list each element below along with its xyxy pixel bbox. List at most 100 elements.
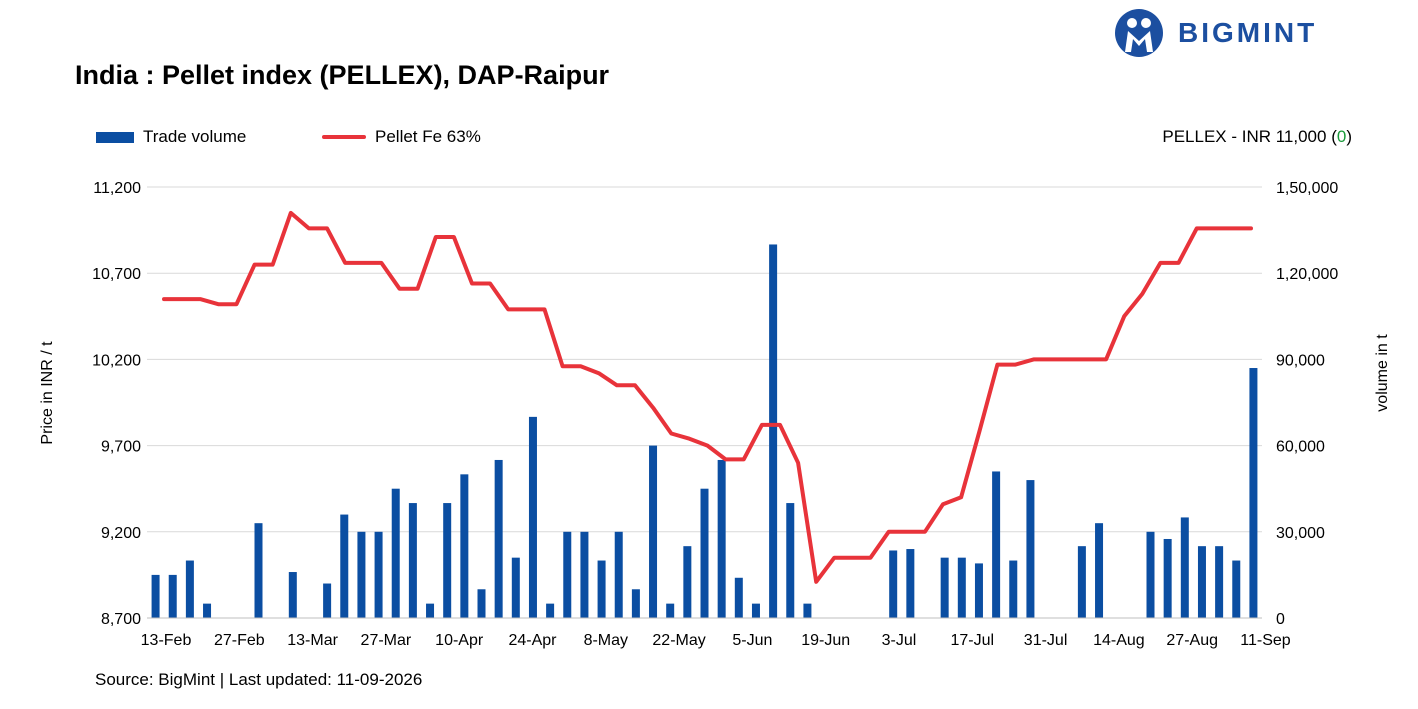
volume-bar bbox=[151, 574, 160, 618]
volume-bar bbox=[1077, 546, 1086, 618]
volume-bar bbox=[580, 531, 589, 618]
volume-bar bbox=[408, 503, 417, 618]
y-left-tick-label: 9,200 bbox=[101, 525, 141, 542]
x-tick-label: 5-Jun bbox=[732, 632, 772, 649]
y-left-tick-label: 11,200 bbox=[93, 180, 141, 197]
volume-bar bbox=[340, 514, 349, 618]
volume-bar bbox=[597, 560, 606, 618]
y-right-tick-label: 1,20,000 bbox=[1276, 266, 1338, 283]
y-left-tick-label: 8,700 bbox=[101, 611, 141, 628]
volume-bar bbox=[889, 550, 898, 618]
price-line bbox=[162, 210, 1253, 584]
volume-bar bbox=[323, 583, 332, 618]
legend-label-pellet: Pellet Fe 63% bbox=[375, 127, 481, 146]
x-tick-label: 11-Sep bbox=[1240, 632, 1291, 649]
legend-item-trade-volume: Trade volume bbox=[96, 127, 246, 147]
volume-bar bbox=[288, 572, 297, 618]
volume-bar bbox=[1009, 560, 1018, 618]
volume-bar bbox=[992, 471, 1001, 618]
y-left-tick-label: 10,700 bbox=[92, 266, 141, 283]
volume-bar bbox=[168, 574, 177, 618]
pellex-change: 0 bbox=[1336, 127, 1347, 146]
volume-bar bbox=[494, 459, 503, 618]
x-tick-label: 22-May bbox=[652, 632, 705, 649]
volume-bar bbox=[357, 531, 366, 618]
y-right-tick-label: 0 bbox=[1276, 611, 1285, 628]
volume-bar bbox=[1026, 480, 1035, 618]
source-note: Source: BigMint | Last updated: 11-09-20… bbox=[95, 670, 423, 689]
pellex-prefix: PELLEX - INR 11,000 ( bbox=[1162, 127, 1337, 146]
x-tick-label: 24-Apr bbox=[508, 632, 557, 649]
volume-bar bbox=[751, 603, 760, 618]
volume-bar bbox=[803, 603, 812, 618]
volume-bar bbox=[649, 445, 658, 618]
legend-bar-swatch bbox=[96, 131, 134, 143]
volume-bar bbox=[254, 523, 263, 618]
bigmint-logo: BIGMINT bbox=[1114, 8, 1317, 58]
x-tick-label: 13-Mar bbox=[287, 632, 338, 649]
volume-bar bbox=[1249, 368, 1258, 618]
y-left-tick-label: 9,700 bbox=[101, 439, 141, 456]
bigmint-logo-icon bbox=[1115, 9, 1163, 57]
volume-bar bbox=[734, 577, 743, 618]
volume-bar bbox=[426, 603, 435, 618]
brand-name: BIGMINT bbox=[1178, 17, 1318, 48]
volume-bar bbox=[614, 531, 623, 618]
volume-bar bbox=[546, 603, 555, 618]
x-tick-label: 3-Jul bbox=[882, 632, 917, 649]
volume-bar bbox=[940, 557, 949, 618]
x-tick-label: 27-Aug bbox=[1166, 632, 1218, 649]
volume-bar bbox=[666, 603, 675, 618]
volume-bar bbox=[1215, 546, 1224, 618]
y-right-tick-label: 30,000 bbox=[1276, 525, 1325, 542]
axes: 8,700 9,200 9,700 10,200 10,700 11,200 0 30,000… bbox=[92, 180, 1338, 649]
volume-bar bbox=[443, 503, 452, 618]
volume-bar bbox=[717, 459, 726, 618]
volume-bar bbox=[374, 531, 383, 618]
volume-bar bbox=[769, 244, 778, 618]
volume-bar bbox=[460, 474, 469, 618]
volume-bar bbox=[906, 549, 915, 618]
volume-bar bbox=[203, 603, 212, 618]
y-left-tick-label: 10,200 bbox=[92, 352, 141, 369]
y-axis-label-right: volume in t bbox=[1374, 334, 1391, 412]
volume-bar bbox=[1197, 546, 1206, 618]
volume-bar bbox=[786, 503, 795, 618]
x-tick-label: 27-Mar bbox=[361, 632, 412, 649]
x-tick-label: 14-Aug bbox=[1093, 632, 1145, 649]
y-right-tick-label: 90,000 bbox=[1276, 352, 1325, 369]
x-tick-label: 17-Jul bbox=[951, 632, 995, 649]
volume-bar bbox=[1146, 531, 1155, 618]
legend-item-pellet: Pellet Fe 63% bbox=[322, 127, 481, 147]
pellex-readout: PELLEX - INR 11,000 (0) bbox=[1162, 127, 1352, 147]
x-tick-label: 13-Feb bbox=[141, 632, 192, 649]
volume-bar bbox=[683, 546, 692, 618]
chart-title: India : Pellet index (PELLEX), DAP-Raipu… bbox=[75, 60, 610, 90]
y-axis-label-left: Price in INR / t bbox=[39, 341, 56, 445]
volume-bar bbox=[185, 560, 194, 618]
x-tick-label: 19-Jun bbox=[801, 632, 850, 649]
volume-bar bbox=[391, 488, 400, 618]
volume-bar bbox=[1232, 560, 1241, 618]
volume-bar bbox=[477, 589, 486, 618]
y-right-tick-label: 60,000 bbox=[1276, 439, 1325, 456]
volume-bar bbox=[1180, 517, 1189, 618]
x-tick-label: 8-May bbox=[584, 632, 628, 649]
legend-line-swatch bbox=[322, 135, 366, 139]
volume-bar bbox=[1095, 523, 1104, 618]
y-right-tick-label: 1,50,000 bbox=[1276, 180, 1338, 197]
volume-bar bbox=[1163, 538, 1172, 618]
x-tick-label: 31-Jul bbox=[1024, 632, 1068, 649]
volume-bar bbox=[974, 563, 983, 618]
volume-bar bbox=[631, 589, 640, 618]
volume-bar bbox=[700, 488, 709, 618]
pellex-suffix: ) bbox=[1346, 127, 1352, 146]
volume-bars bbox=[151, 244, 1258, 618]
x-tick-label: 27-Feb bbox=[214, 632, 265, 649]
volume-bar bbox=[563, 531, 572, 618]
volume-bar bbox=[511, 557, 520, 618]
x-tick-label: 10-Apr bbox=[435, 632, 484, 649]
volume-bar bbox=[528, 416, 537, 618]
legend-label-trade-volume: Trade volume bbox=[143, 127, 247, 146]
